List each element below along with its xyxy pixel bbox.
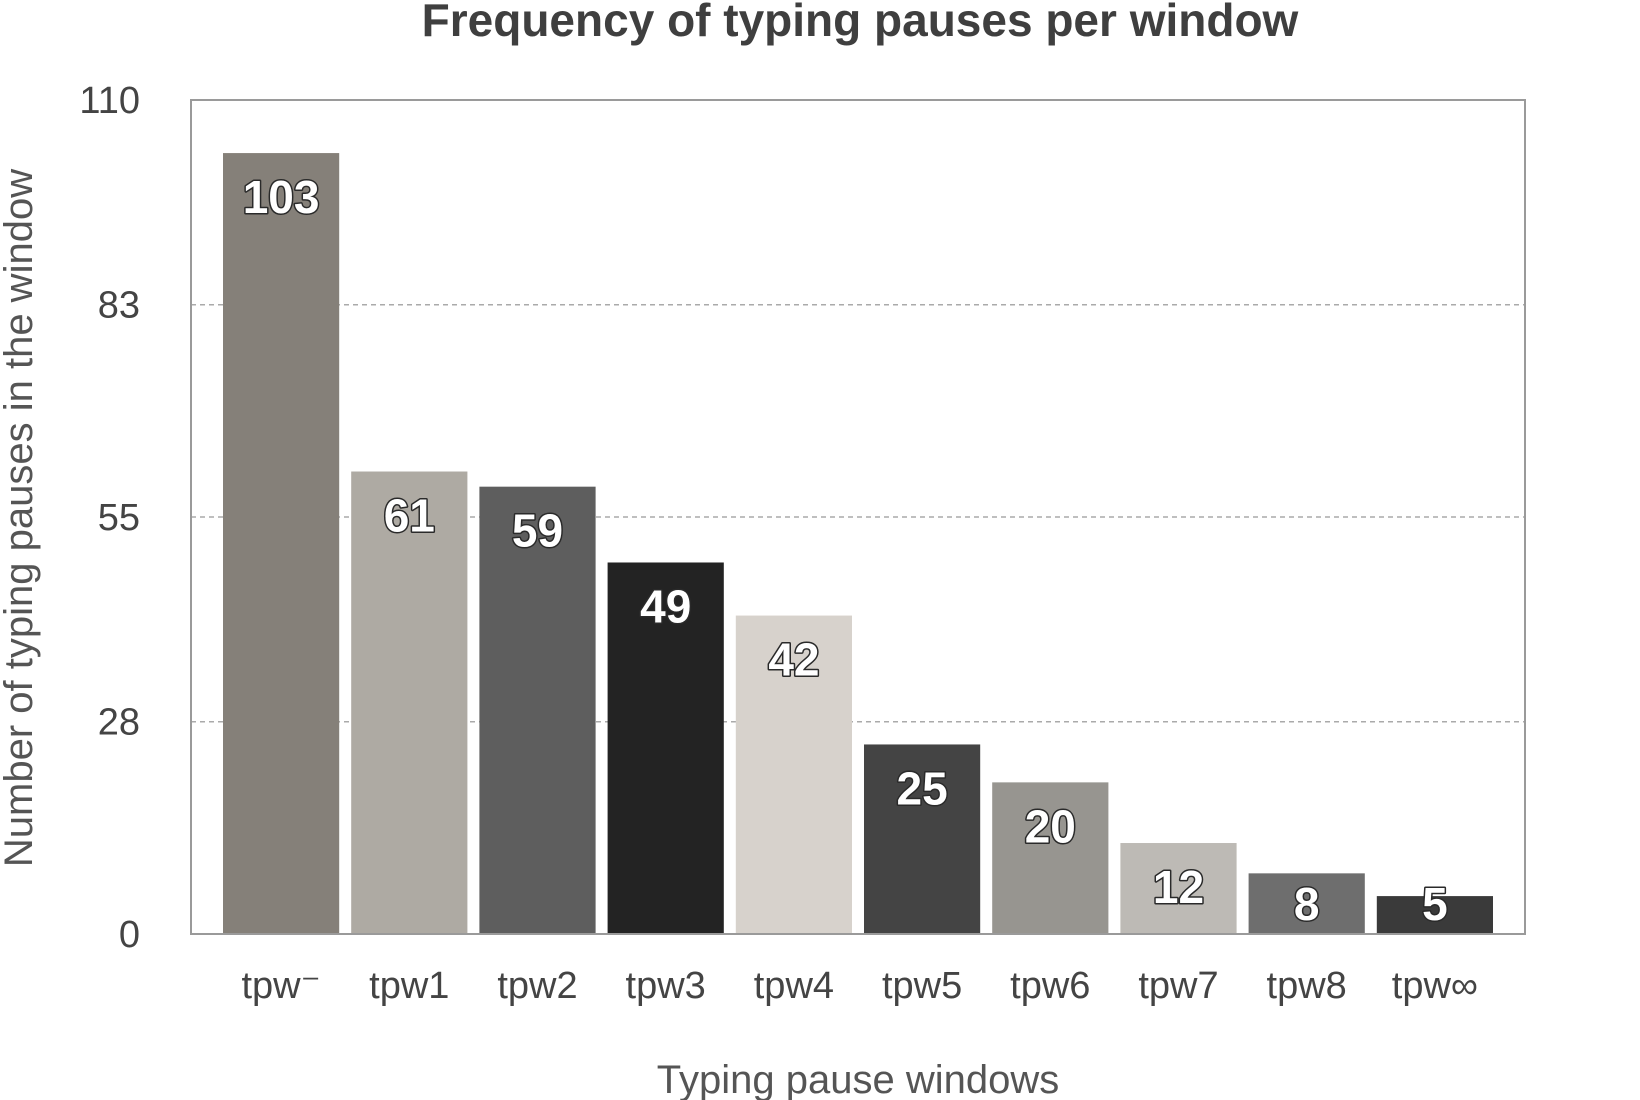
y-tick-label: 83 (98, 285, 140, 327)
x-tick-label: tpw6 (1010, 965, 1090, 1007)
bar-value-label: 25 (897, 762, 948, 814)
x-tick-label: tpw∞ (1392, 965, 1478, 1007)
bar-5 (864, 744, 981, 934)
y-tick-label: 0 (119, 914, 140, 956)
bar-9 (1376, 896, 1493, 934)
bar-1 (351, 471, 468, 934)
x-tick-label: tpw7 (1138, 965, 1218, 1007)
bar-7 (1120, 843, 1237, 934)
grid-lines (191, 303, 1525, 723)
bar-2 (479, 486, 596, 934)
bar-0 (223, 153, 340, 934)
x-tick-label: tpw3 (626, 965, 706, 1007)
x-tick-label: tpw4 (754, 965, 834, 1007)
x-tick-label: tpw5 (882, 965, 962, 1007)
plot-frame (190, 99, 1526, 935)
y-axis-title: Number of typing pauses in the window (0, 169, 41, 867)
bars (223, 153, 1493, 934)
bar-8 (1248, 873, 1365, 934)
bar-value-label: 61 (384, 490, 435, 542)
chart-title: Frequency of typing pauses per window (422, 0, 1299, 46)
y-tick-label: 110 (79, 80, 140, 122)
x-tick-label: tpw8 (1267, 965, 1347, 1007)
bar-6 (992, 782, 1109, 934)
bar-value-label: 5 (1422, 878, 1448, 930)
x-axis-title: Typing pause windows (657, 1058, 1059, 1100)
x-axis-ticks: tpw⁻ tpw1 tpw2 tpw3 tpw4 tpw5 tpw6 tpw7 tpw8 tpw∞ (241, 965, 1478, 1007)
bar-4 (735, 615, 852, 934)
x-tick-label: tpw1 (369, 965, 449, 1007)
value-labels: 103 61 59 49 42 25 20 12 8 5 (241, 170, 1449, 932)
bar-3 (607, 562, 724, 934)
y-axis-ticks: 0 28 55 83 110 (79, 80, 140, 956)
bar-value-label: 42 (768, 634, 819, 686)
bar-value-label: 8 (1294, 878, 1320, 930)
y-tick-label: 28 (98, 702, 140, 744)
x-tick-label: tpw2 (497, 965, 577, 1007)
bar-value-label: 12 (1153, 861, 1204, 913)
bar-value-label: 49 (640, 580, 691, 632)
bar-value-label: 59 (512, 505, 563, 557)
bar-value-label: 20 (1025, 800, 1076, 852)
bar-value-label: 103 (243, 171, 320, 223)
y-tick-label: 55 (98, 497, 140, 539)
x-tick-label: tpw⁻ (241, 965, 320, 1007)
